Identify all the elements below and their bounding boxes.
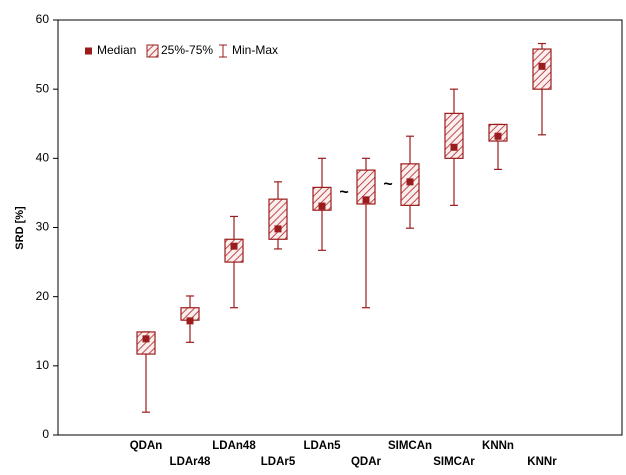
x-tick-label: QDAn: [130, 440, 163, 452]
median-marker: [142, 335, 150, 343]
y-tick-label: 60: [36, 12, 50, 26]
x-tick-label: LDAn48: [212, 440, 256, 452]
y-axis-label: SRD [%]: [14, 206, 26, 250]
median-marker: [406, 178, 414, 186]
median-marker: [318, 202, 326, 210]
median-marker: [494, 132, 502, 140]
y-tick-label: 30: [36, 220, 50, 234]
box: [356, 169, 376, 205]
x-tick-label: LDAr5: [261, 456, 296, 468]
y-tick-label: 0: [42, 427, 49, 441]
x-tick-label: SIMCAr: [433, 456, 475, 468]
legend-box-symbol: [146, 44, 159, 58]
y-tick-label: 10: [36, 358, 50, 372]
median-marker: [538, 62, 546, 70]
box: [268, 198, 288, 240]
box: [312, 186, 332, 211]
legend-label: 25%-75%: [161, 43, 213, 57]
x-tick-label: KNNr: [527, 456, 557, 468]
y-tick-label: 40: [36, 151, 50, 165]
x-tick-label: LDAr48: [170, 456, 212, 468]
legend-label: Min-Max: [232, 43, 278, 57]
annotation: ~: [339, 184, 348, 201]
median-marker: [450, 143, 458, 151]
x-tick-label: KNNn: [482, 440, 514, 452]
box: [224, 238, 244, 263]
annotation: ~: [383, 176, 392, 193]
y-tick-label: 50: [36, 81, 50, 95]
legend-median-symbol: [85, 47, 92, 55]
x-tick-label: LDAn5: [303, 440, 341, 452]
box: [136, 331, 156, 355]
legend-label: Median: [97, 43, 136, 57]
median-marker: [362, 196, 370, 204]
x-tick-label: SIMCAn: [388, 440, 432, 452]
median-marker: [186, 317, 194, 325]
plot-frame: [57, 19, 623, 436]
y-tick-label: 20: [36, 289, 50, 303]
median-marker: [230, 242, 238, 250]
median-marker: [274, 225, 282, 233]
x-tick-label: QDAr: [351, 456, 382, 468]
box: [444, 112, 464, 159]
